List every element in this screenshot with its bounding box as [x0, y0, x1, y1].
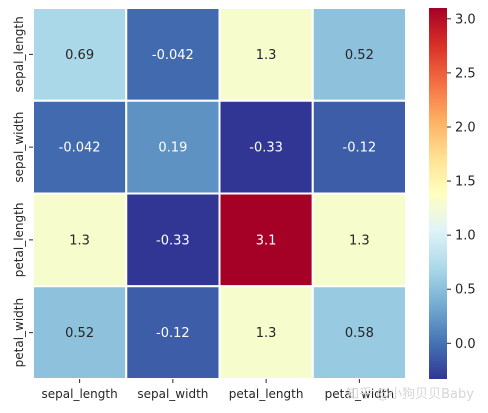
cell-value-r0-c1: -0.042 — [152, 48, 194, 63]
heatmap-cells — [32, 7, 407, 380]
colorbar: 0.0 0.5 1.0 1.5 2.0 2.5 3.0 — [429, 8, 476, 379]
cell-value-r2-c3: 1.3 — [349, 233, 370, 248]
cell-value-r3-c1: -0.12 — [156, 326, 190, 341]
colorbar-tick-label-2: 1.0 — [455, 229, 476, 244]
x-axis-ticks: sepal_length sepal_width petal_length petal… — [42, 379, 394, 401]
colorbar-tick-label-3: 1.5 — [455, 175, 476, 190]
cell-value-r3-c0: 0.52 — [65, 326, 94, 341]
cell-value-r0-c2: 1.3 — [256, 48, 277, 63]
cell-value-r0-c0: 0.69 — [65, 48, 94, 63]
y-tick-label-3: petal_width — [12, 298, 26, 367]
colorbar-gradient — [429, 8, 447, 379]
colorbar-tick-label-5: 2.5 — [455, 66, 476, 81]
heatmap-cell-r1-c1 — [125, 99, 221, 195]
heatmap-cell-labels: 0.69 -0.042 1.3 0.52 -0.042 0.19 -0.33 -0.12 1.3… — [59, 48, 377, 341]
y-tick-label-1: sepal_width — [12, 112, 26, 183]
x-tick-label-0: sepal_length — [42, 387, 118, 401]
cell-value-r0-c3: 0.52 — [345, 48, 374, 63]
cell-value-r2-c2: 3.1 — [256, 233, 277, 248]
colorbar-tick-label-1: 0.5 — [455, 283, 476, 298]
x-tick-label-1: sepal_width — [137, 387, 208, 401]
y-tick-label-2: petal_length — [12, 203, 26, 278]
heatmap-cell-r2-c3 — [311, 192, 407, 288]
cell-value-r1-c0: -0.042 — [59, 141, 101, 156]
cell-value-r1-c1: 0.19 — [158, 141, 187, 156]
watermark-text: 知乎 @小狗贝贝Baby — [346, 386, 474, 402]
cell-value-r2-c0: 1.3 — [69, 233, 90, 248]
x-tick-label-3: petal_width — [325, 387, 394, 401]
cell-value-r3-c2: 1.3 — [256, 326, 277, 341]
heatmap-cell-r0-c3 — [311, 7, 407, 102]
heatmap-cell-r0-c1 — [125, 7, 221, 102]
cell-value-r1-c2: -0.33 — [249, 141, 283, 156]
heatmap-cell-r1-c3 — [311, 99, 407, 195]
colorbar-tick-label-4: 2.0 — [455, 120, 476, 135]
x-tick-label-2: petal_length — [229, 387, 304, 401]
cell-value-r3-c3: 0.58 — [345, 326, 374, 341]
heatmap-cell-r0-c0 — [32, 7, 128, 102]
heatmap-cell-r2-c1 — [125, 192, 221, 288]
heatmap-cell-r0-c2 — [218, 7, 314, 102]
heatmap-cell-r3-c1 — [125, 285, 221, 380]
y-axis-ticks: sepal_length sepal_width petal_lengthpetal… — [12, 16, 33, 367]
colorbar-tick-label-6: 3.0 — [455, 12, 476, 27]
colorbar-tick-label-0: 0.0 — [455, 337, 476, 352]
cell-value-r1-c3: -0.12 — [343, 141, 377, 156]
y-tick-label-0: sepal_length — [12, 16, 26, 92]
cell-value-r2-c1: -0.33 — [156, 233, 190, 248]
heatmap-cell-r3-c3 — [311, 285, 407, 380]
